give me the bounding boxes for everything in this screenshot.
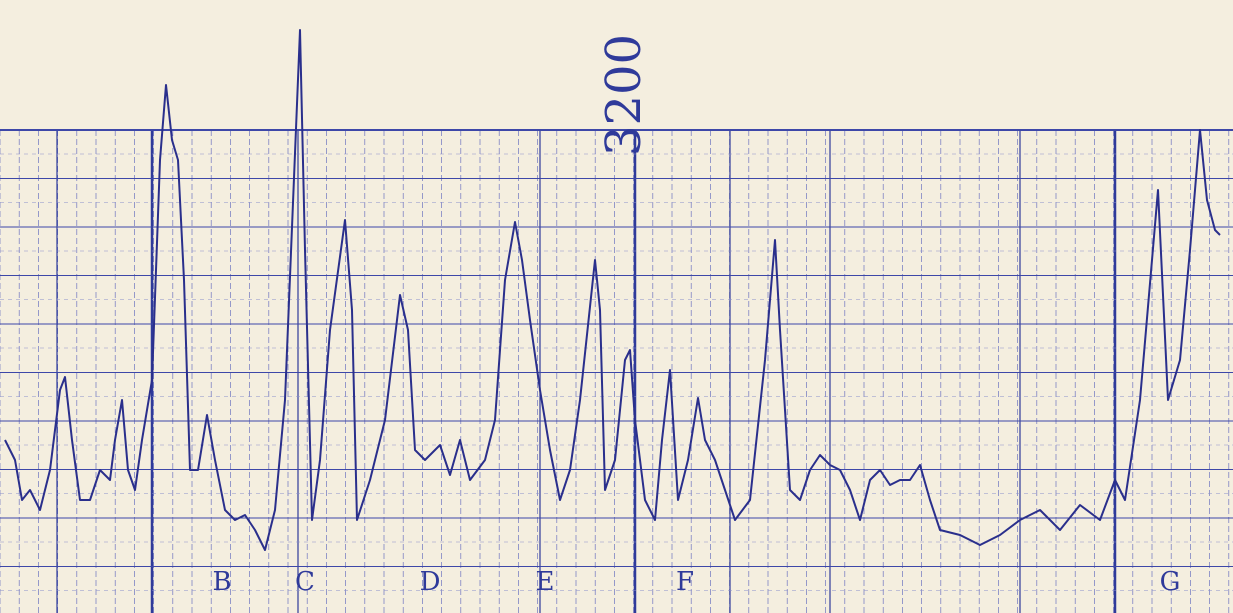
section-label: G	[1160, 567, 1181, 597]
section-label: E	[536, 567, 555, 597]
section-label: F	[676, 567, 694, 597]
section-label: B	[212, 567, 231, 597]
annotation: 3200	[596, 34, 652, 156]
section-label: C	[295, 567, 315, 597]
grid	[0, 129, 1233, 613]
section-label: D	[420, 567, 441, 597]
trace	[4, 29, 1221, 551]
section-labels: B C D E F G	[212, 567, 1180, 597]
